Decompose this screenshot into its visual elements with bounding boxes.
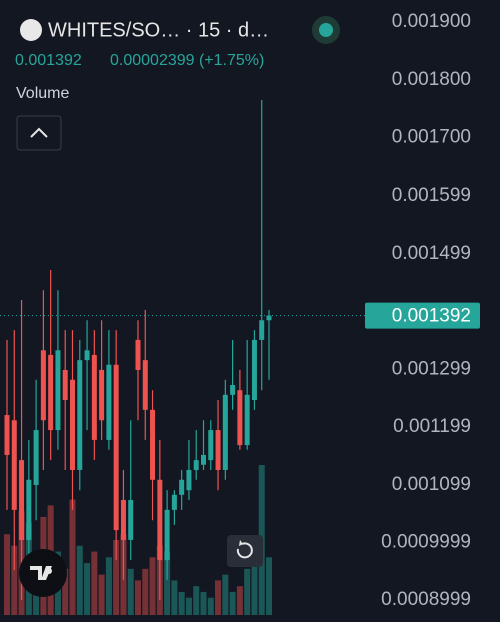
volume-bar <box>185 597 192 615</box>
candle-body <box>120 500 126 540</box>
candle-body <box>33 430 39 485</box>
status-dot <box>319 23 333 37</box>
candle-body <box>142 360 148 410</box>
volume-bar <box>149 557 156 615</box>
volume-bar <box>244 568 251 615</box>
y-tick-label: 0.001499 <box>392 243 471 264</box>
candle-body <box>222 394 228 470</box>
volume-bar <box>215 580 222 615</box>
volume-bar <box>105 557 112 615</box>
volume-bar <box>113 540 120 615</box>
symbol: WHITES/SO… · 15 · d… <box>48 19 269 41</box>
header-change: 0.00002399 (+1.75%) <box>110 52 264 69</box>
candle-body <box>208 430 214 461</box>
y-tick-label: 0.001700 <box>392 127 471 148</box>
y-tick-label: 0.001900 <box>392 11 471 32</box>
volume-bar <box>84 563 91 615</box>
volume-bar <box>4 534 10 615</box>
volume-bar <box>11 545 18 615</box>
y-tick-label: 0.0009999 <box>381 531 471 552</box>
candle-body <box>266 315 272 321</box>
y-tick-label: 0.0008999 <box>381 589 471 610</box>
candle-body <box>77 360 83 470</box>
candle-body <box>150 409 156 480</box>
candle-body <box>26 479 32 540</box>
y-tick-label: 0.001099 <box>392 474 471 495</box>
volume-bar <box>69 499 76 615</box>
candle-body <box>11 420 17 510</box>
candle-body <box>62 369 68 401</box>
header-price: 0.001392 <box>15 52 82 69</box>
reset-arrow <box>239 540 243 546</box>
chevron-up <box>30 127 48 138</box>
candle-body <box>113 364 119 531</box>
volume-bar <box>91 551 98 615</box>
candle-body <box>40 350 46 421</box>
candle-body <box>70 379 75 470</box>
logo-bg[interactable] <box>19 549 67 597</box>
candle-body <box>128 500 134 540</box>
logo-dot <box>46 568 52 574</box>
candle-body <box>259 320 265 340</box>
candle-body <box>179 479 185 495</box>
volume-bar <box>236 586 243 615</box>
volume-bar <box>266 557 272 615</box>
reset-icon <box>236 542 253 559</box>
volume-bar <box>171 580 178 615</box>
candle-body <box>99 369 105 421</box>
volume-bar <box>127 568 134 615</box>
candle-body <box>237 390 243 446</box>
last-price-box <box>365 302 480 329</box>
volume-bar <box>200 591 207 615</box>
volume-bar <box>76 545 83 615</box>
candle-body <box>251 339 257 401</box>
volume-bar <box>193 586 200 615</box>
candle-body <box>215 430 221 470</box>
candle-body <box>193 460 199 470</box>
volume-bar <box>229 591 236 615</box>
candle-body <box>164 509 170 561</box>
candle-body <box>201 454 206 465</box>
volume-bar <box>62 568 69 615</box>
y-tick-label: 0.001599 <box>392 185 471 206</box>
collapse-button[interactable] <box>16 115 62 151</box>
volume-title: Volume <box>16 85 69 102</box>
candle-body <box>106 364 112 440</box>
candle-body <box>91 354 97 440</box>
y-tick-label: 0.001299 <box>392 358 471 379</box>
reset-button[interactable] <box>227 535 263 567</box>
volume-bar <box>222 574 229 615</box>
avatar <box>20 19 42 41</box>
candle-body <box>244 394 250 446</box>
candle-body <box>230 384 236 395</box>
y-tick-label: 0.001800 <box>392 69 471 90</box>
candle-body <box>55 350 61 431</box>
candle-body <box>4 415 10 455</box>
volume-bar <box>98 574 105 615</box>
volume-bar <box>164 551 171 615</box>
candle-body <box>157 479 163 561</box>
candle-body <box>171 494 177 510</box>
candle-body <box>48 354 54 431</box>
volume-bar <box>142 568 149 615</box>
candle-body <box>186 469 192 491</box>
plot: 0.001900 0.001800 0.001700 0.001599 0.001499… <box>0 11 480 615</box>
candle-body <box>19 460 25 540</box>
candle-body <box>135 339 141 370</box>
volume-bar <box>135 580 141 615</box>
last-price-label: 0.001392 <box>392 306 471 327</box>
volume-bar <box>178 591 185 615</box>
y-tick-label: 0.001199 <box>393 416 471 437</box>
volume-bar <box>251 563 258 615</box>
candle-body <box>84 350 90 361</box>
volume-bar <box>207 597 214 615</box>
